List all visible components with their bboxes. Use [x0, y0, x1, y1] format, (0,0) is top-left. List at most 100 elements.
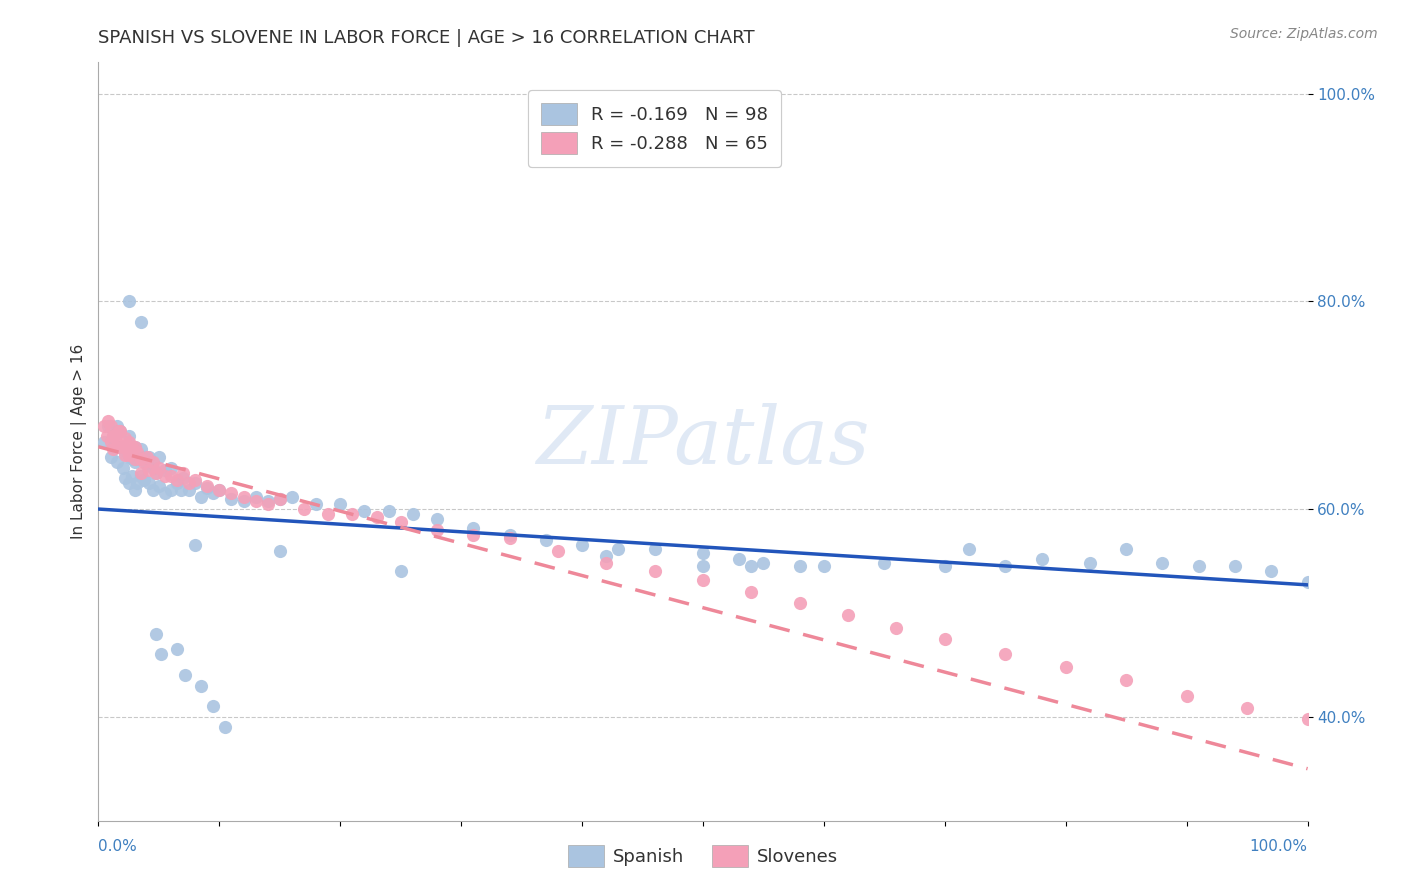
- Point: [426, 523, 449, 537]
- Point: [692, 573, 714, 587]
- Point: [153, 462, 176, 476]
- Point: [184, 473, 207, 487]
- Point: [145, 626, 167, 640]
- Point: [1296, 712, 1319, 726]
- Point: [114, 432, 136, 446]
- Point: [1175, 689, 1198, 703]
- Point: [184, 538, 207, 552]
- Point: [118, 294, 141, 309]
- Point: [607, 541, 630, 556]
- Point: [124, 440, 146, 454]
- Point: [127, 452, 149, 467]
- Point: [121, 452, 143, 467]
- Point: [305, 497, 328, 511]
- Point: [108, 437, 131, 451]
- Point: [463, 521, 485, 535]
- Point: [292, 502, 315, 516]
- Point: [114, 471, 136, 485]
- Point: [389, 565, 412, 579]
- Point: [1078, 556, 1101, 570]
- Point: [329, 497, 352, 511]
- Point: [692, 546, 714, 560]
- Point: [93, 419, 115, 434]
- Point: [1152, 556, 1174, 570]
- Point: [129, 466, 152, 480]
- Point: [426, 512, 449, 526]
- Point: [105, 440, 128, 454]
- Point: [389, 515, 412, 529]
- Point: [134, 473, 156, 487]
- Point: [202, 486, 225, 500]
- Point: [813, 559, 835, 574]
- Point: [221, 491, 243, 506]
- Point: [269, 491, 291, 506]
- Point: [571, 538, 593, 552]
- Point: [93, 434, 115, 449]
- Point: [353, 504, 375, 518]
- Legend: R = -0.169   N = 98, R = -0.288   N = 65: R = -0.169 N = 98, R = -0.288 N = 65: [529, 90, 780, 167]
- Point: [740, 559, 762, 574]
- Point: [752, 556, 775, 570]
- Point: [100, 419, 122, 434]
- Point: [1236, 701, 1258, 715]
- Point: [377, 504, 399, 518]
- Point: [101, 429, 124, 443]
- Point: [121, 440, 143, 454]
- Point: [837, 607, 859, 622]
- Point: [190, 490, 212, 504]
- Point: [118, 434, 141, 449]
- Point: [105, 455, 128, 469]
- Point: [166, 642, 188, 657]
- Point: [150, 648, 173, 662]
- Point: [124, 452, 146, 467]
- Point: [135, 450, 157, 464]
- Point: [179, 483, 201, 498]
- Point: [728, 552, 751, 566]
- Point: [97, 419, 120, 434]
- Point: [105, 427, 128, 442]
- Point: [208, 483, 231, 498]
- Point: [138, 462, 160, 476]
- Point: [127, 476, 149, 491]
- Point: [256, 497, 278, 511]
- Point: [269, 543, 291, 558]
- Point: [142, 455, 165, 469]
- Point: [153, 486, 176, 500]
- Point: [789, 595, 811, 609]
- Point: [463, 528, 485, 542]
- Point: [121, 468, 143, 483]
- Point: [169, 483, 191, 498]
- Point: [208, 483, 231, 498]
- Point: [108, 440, 131, 454]
- Point: [135, 458, 157, 473]
- Point: [994, 648, 1017, 662]
- Point: [934, 632, 956, 646]
- Point: [118, 476, 141, 491]
- Point: [740, 585, 762, 599]
- Point: [101, 429, 124, 443]
- Point: [129, 452, 152, 467]
- Point: [166, 476, 188, 491]
- Point: [138, 450, 160, 464]
- Point: [114, 448, 136, 462]
- Point: [402, 508, 425, 522]
- Text: SPANISH VS SLOVENE IN LABOR FORCE | AGE > 16 CORRELATION CHART: SPANISH VS SLOVENE IN LABOR FORCE | AGE …: [98, 29, 755, 47]
- Point: [1296, 574, 1319, 589]
- Point: [190, 679, 212, 693]
- Point: [232, 493, 254, 508]
- Point: [1054, 660, 1077, 674]
- Point: [153, 468, 176, 483]
- Point: [96, 429, 118, 443]
- Point: [100, 450, 122, 464]
- Point: [1031, 552, 1053, 566]
- Point: [103, 440, 125, 454]
- Point: [1115, 673, 1137, 688]
- Point: [111, 440, 134, 454]
- Point: [1260, 565, 1282, 579]
- Point: [118, 450, 141, 464]
- Point: [644, 565, 666, 579]
- Point: [100, 434, 122, 449]
- Point: [138, 476, 160, 491]
- Point: [97, 414, 120, 428]
- Point: [595, 556, 617, 570]
